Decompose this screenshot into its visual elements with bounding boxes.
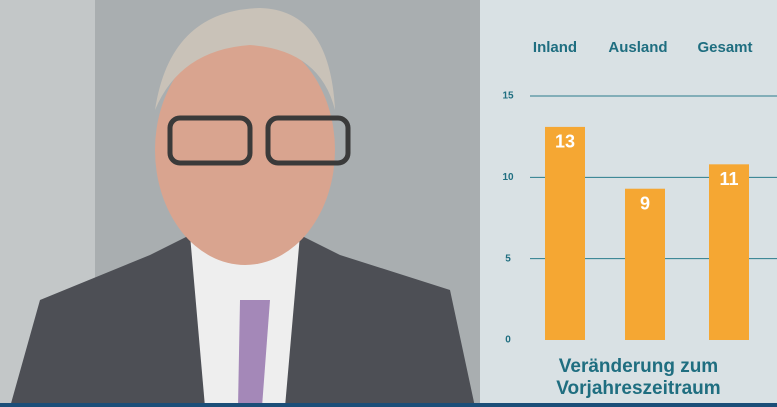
glasses-right — [265, 115, 351, 166]
bottom-strip — [0, 403, 777, 407]
data-label: 11 — [719, 169, 738, 189]
tie — [238, 300, 270, 407]
face — [155, 35, 335, 265]
y-tick-label: 15 — [502, 91, 514, 102]
data-label: 9 — [640, 193, 650, 213]
y-tick-label: 10 — [502, 172, 514, 183]
bar — [709, 164, 749, 340]
category-label: Gesamt — [697, 39, 752, 56]
chart-title: Veränderung zum Vorjahreszeitraum — [556, 356, 721, 399]
bar — [625, 188, 665, 340]
y-tick-label: 5 — [505, 253, 511, 264]
data-label: 13 — [555, 132, 575, 152]
bar — [545, 126, 585, 340]
category-label: Ausland — [608, 39, 667, 56]
category-label: Inland — [533, 39, 577, 56]
hair — [155, 8, 335, 110]
glasses-left — [167, 115, 253, 166]
y-tick-label: 0 — [505, 335, 511, 346]
